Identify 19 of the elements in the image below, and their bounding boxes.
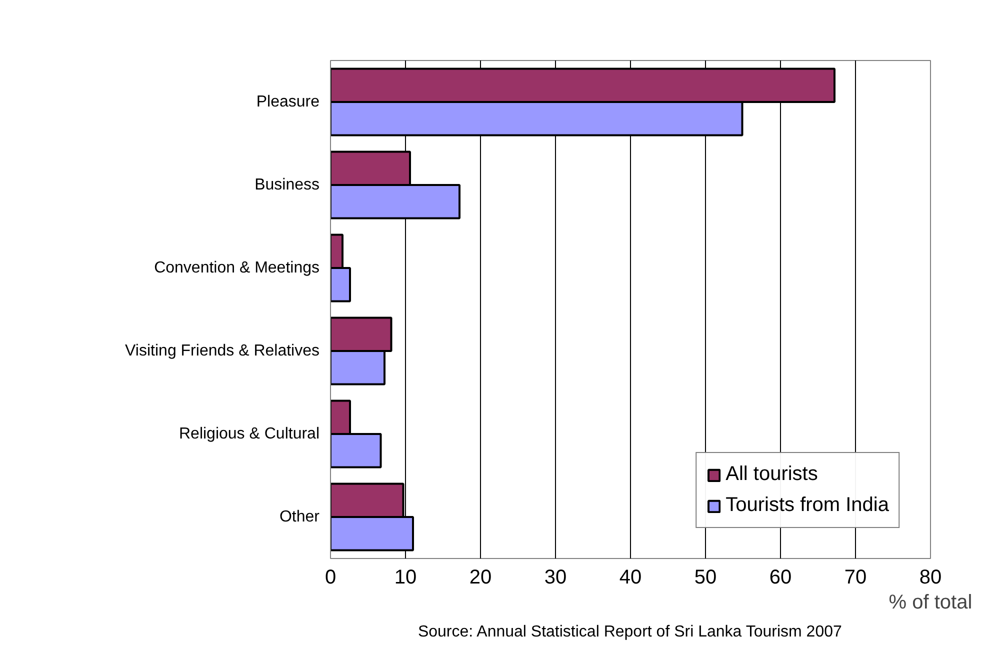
y-tick-label: Religious & Cultural <box>178 426 320 442</box>
x-tick-label: 0 <box>324 566 336 588</box>
x-tick-label: 30 <box>544 566 567 588</box>
x-tick-label: 10 <box>394 566 417 588</box>
source-note: Source: Annual Statistical Report of Sri Lanka Tourism 2007 <box>418 624 842 640</box>
y-tick-label: Pleasure <box>256 94 320 110</box>
y-tick-label: Other <box>279 508 320 526</box>
x-tick-label: 20 <box>469 566 492 588</box>
y-tick-label: Convention & Meetings <box>154 260 320 276</box>
x-axis-title: % of total <box>888 592 972 614</box>
y-tick-label: Business <box>254 176 320 194</box>
legend-label: Tourists from India <box>726 494 889 517</box>
x-tick-label: 80 <box>919 566 942 588</box>
x-tick-label: 60 <box>769 566 792 588</box>
x-tick-label: 70 <box>844 566 867 588</box>
legend-label: All tourists <box>726 463 818 486</box>
x-tick-label: 50 <box>694 566 717 588</box>
y-tick-label: Visiting Friends & Relatives <box>125 342 320 360</box>
x-tick-label: 40 <box>619 566 642 588</box>
